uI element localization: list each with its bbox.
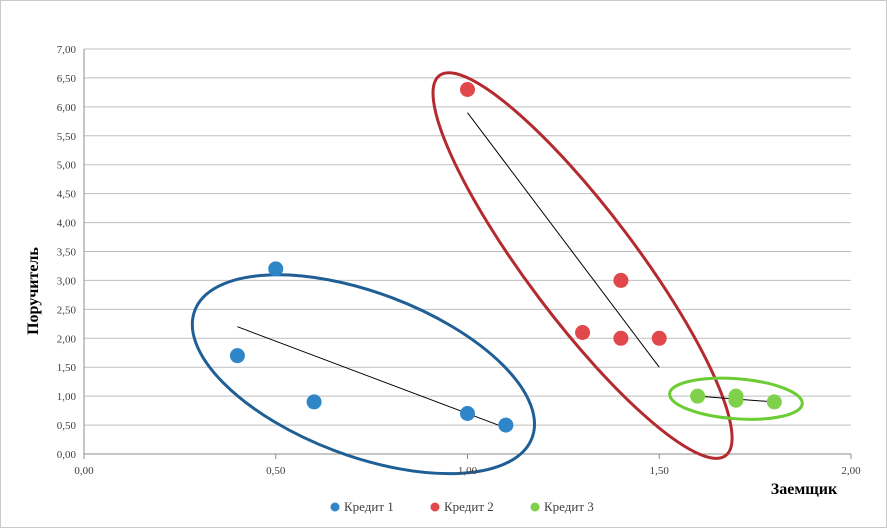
y-tick-label: 0,00 <box>57 449 77 461</box>
data-point-series-3 <box>728 392 744 408</box>
legend-marker-3 <box>530 502 540 512</box>
legend-marker-2 <box>430 502 440 512</box>
legend-label-1: Кредит 1 <box>344 499 394 514</box>
y-tick-label: 5,00 <box>57 160 77 172</box>
y-tick-label: 4,00 <box>57 218 77 230</box>
y-tick-label: 7,00 <box>57 44 77 56</box>
data-point-series-3 <box>690 388 706 404</box>
data-point-series-1 <box>306 394 322 410</box>
cluster-ellipse-2 <box>431 71 734 460</box>
y-tick-label: 3,00 <box>57 275 77 287</box>
data-point-series-2 <box>575 325 591 340</box>
x-axis-title: Заемщик <box>771 481 838 498</box>
y-tick-label: 2,50 <box>57 304 77 316</box>
legend-label-3: Кредит 3 <box>544 499 594 514</box>
y-tick-label: 1,00 <box>57 391 77 403</box>
y-tick-label: 5,50 <box>57 131 77 143</box>
data-point-series-1 <box>498 417 514 433</box>
cluster-ellipse-3 <box>668 376 804 421</box>
y-tick-label: 2,00 <box>57 333 77 345</box>
data-point-series-2 <box>613 272 629 288</box>
x-tick-label: 1,50 <box>650 465 670 477</box>
legend-label-2: Кредит 2 <box>444 499 494 514</box>
x-tick-label: 2,00 <box>841 465 861 477</box>
y-tick-label: 0,50 <box>57 420 77 432</box>
x-tick-label: 0,00 <box>74 465 94 477</box>
data-point-series-1 <box>229 348 245 364</box>
data-point-series-2 <box>613 330 629 346</box>
x-tick-label: 1,00 <box>458 465 478 477</box>
legend-marker-1 <box>330 502 340 512</box>
legend: Кредит 1 Кредит 2 Кредит 3 <box>330 499 594 514</box>
y-tick-label: 4,50 <box>57 189 77 201</box>
data-point-series-2 <box>651 330 667 346</box>
y-axis-title: Поручитель <box>25 247 42 335</box>
data-point-series-3 <box>766 394 782 410</box>
y-tick-label: 1,50 <box>57 362 77 374</box>
y-tick-label: 6,00 <box>57 102 77 114</box>
data-point-series-1 <box>460 406 475 421</box>
trend-line-2 <box>467 112 660 368</box>
cluster-ellipse-1 <box>190 273 536 476</box>
y-tick-label: 3,50 <box>57 247 77 259</box>
data-point-series-2 <box>460 82 475 97</box>
y-tick-label: 6,50 <box>57 73 77 85</box>
x-tick-label: 0,50 <box>266 465 286 477</box>
data-point-series-1 <box>268 261 284 277</box>
